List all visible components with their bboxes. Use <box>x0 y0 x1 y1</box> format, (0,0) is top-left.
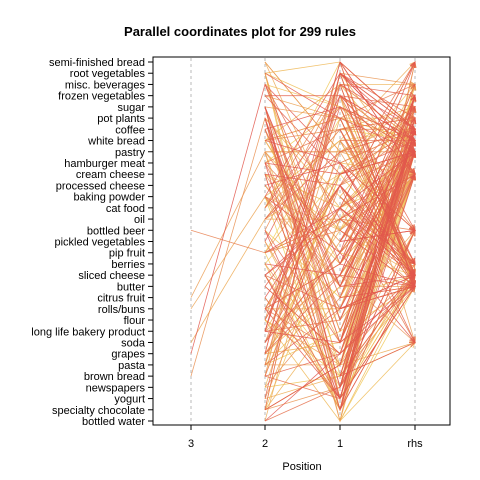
rule-line <box>339 129 416 366</box>
x-tick-label: rhs <box>407 438 423 450</box>
y-tick-label: white bread <box>87 136 145 148</box>
rule-lines <box>190 60 417 423</box>
rule-arrowhead <box>410 106 416 113</box>
rule-arrowhead <box>410 173 416 181</box>
rule-arrowhead <box>409 273 417 279</box>
rule-arrowhead <box>409 336 416 344</box>
y-tick-label: berries <box>111 259 145 271</box>
rule-arrowhead <box>409 228 417 234</box>
rule-line <box>339 129 416 377</box>
rule-line <box>339 286 416 343</box>
rule-line <box>264 286 416 422</box>
rule-line <box>264 61 416 332</box>
y-tick-label: brown bread <box>84 371 145 383</box>
y-tick-label: yogurt <box>114 394 145 406</box>
rule-line <box>264 106 416 141</box>
y-tick-label: specialty chocolate <box>52 405 145 417</box>
y-tick-label: semi-finished bread <box>49 57 145 69</box>
rule-line <box>339 140 416 265</box>
y-tick-label: coffee <box>115 124 145 136</box>
x-axis-title: Position <box>282 461 321 473</box>
y-tick-label: citrus fruit <box>97 293 145 305</box>
rule-line <box>339 95 416 141</box>
rule-line <box>339 84 416 265</box>
y-tick-label: hamburger meat <box>64 158 145 170</box>
y-tick-label: cat food <box>106 203 145 215</box>
x-tick-label: 1 <box>337 438 343 450</box>
y-tick-label: grapes <box>111 349 145 361</box>
rule-line <box>339 95 416 276</box>
y-tick-label: oil <box>134 214 145 226</box>
rule-line <box>339 174 416 309</box>
y-tick-label: pickled vegetables <box>54 237 145 249</box>
rule-line <box>190 116 416 400</box>
rule-line <box>264 129 416 288</box>
rule-line <box>339 274 416 310</box>
rule-arrowhead <box>410 117 417 125</box>
y-tick-label: cream cheese <box>76 169 145 181</box>
rule-line <box>264 72 416 153</box>
rule-arrowhead <box>409 145 416 153</box>
y-tick-label: flour <box>124 315 146 327</box>
y-tick-label: frozen vegetables <box>58 91 145 103</box>
y-tick-label: sliced cheese <box>78 270 145 282</box>
rule-arrowhead <box>408 282 416 288</box>
y-tick-label: bottled water <box>82 416 145 428</box>
y-tick-label: baking powder <box>73 192 145 204</box>
y-tick-label: root vegetables <box>70 68 146 80</box>
y-tick-label: misc. beverages <box>65 79 146 91</box>
rule-line <box>264 72 416 354</box>
y-tick-label: bottled beer <box>87 225 145 237</box>
y-tick-label: pot plants <box>97 113 145 125</box>
chart-title: Parallel coordinates plot for 299 rules <box>124 24 356 39</box>
x-axis: 3 2 1 rhs <box>188 425 423 450</box>
rule-line <box>264 218 416 276</box>
rule-arrowhead <box>410 83 416 91</box>
rule-line <box>264 274 416 400</box>
rule-line <box>264 140 416 287</box>
rule-line <box>339 342 416 422</box>
x-tick-label: 2 <box>262 438 268 450</box>
y-tick-label: sugar <box>117 102 145 114</box>
y-tick-label: processed cheese <box>56 180 145 192</box>
rule-arrowhead <box>410 94 416 102</box>
rule-arrowhead <box>410 128 416 136</box>
y-tick-label: newspapers <box>86 382 146 394</box>
y-tick-label: pasta <box>118 360 146 372</box>
y-tick-label: long life bakery product <box>31 326 145 338</box>
rule-arrowhead <box>410 61 416 69</box>
y-tick-label: rolls/buns <box>98 304 146 316</box>
x-tick-label: 3 <box>188 438 194 450</box>
y-tick-label: soda <box>121 337 146 349</box>
rule-arrowhead <box>409 258 416 265</box>
y-tick-label: pip fruit <box>109 248 145 260</box>
rule-line <box>264 117 416 322</box>
y-tick-label: butter <box>117 281 145 293</box>
y-tick-label: pastry <box>115 147 145 159</box>
rule-line <box>264 263 416 310</box>
